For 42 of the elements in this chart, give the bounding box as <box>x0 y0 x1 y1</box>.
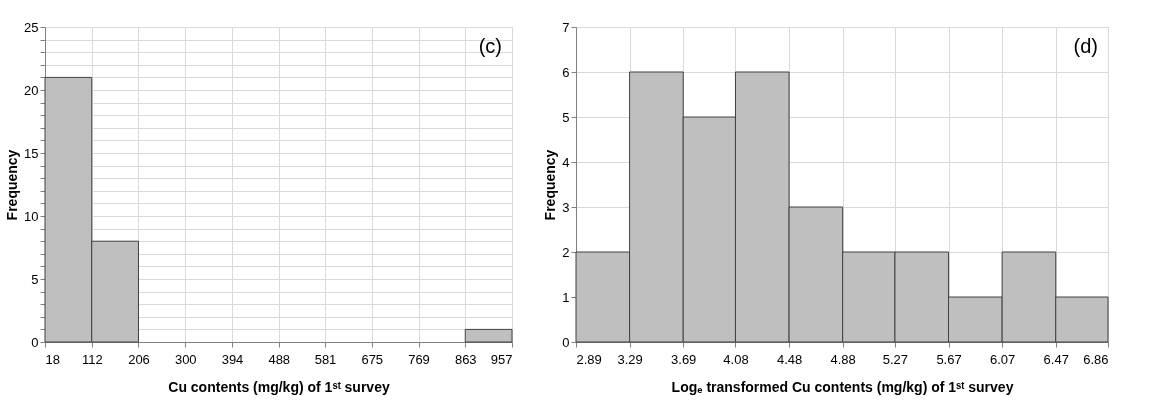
y-tick-label: 20 <box>24 82 39 98</box>
x-tick-label: 18 <box>45 351 60 367</box>
y-tick-label: 0 <box>31 334 39 350</box>
x-tick-label: 6.47 <box>1043 351 1069 367</box>
y-tick-label: 6 <box>562 64 570 80</box>
x-tick-label: 863 <box>454 351 477 367</box>
x-tick-label: 3.29 <box>617 351 643 367</box>
y-tick-label: 1 <box>562 289 570 305</box>
annotation: (d) <box>1073 35 1098 57</box>
annotation: (c) <box>478 35 502 57</box>
y-tick-label: 10 <box>24 208 39 224</box>
x-tick-label: 6.86 <box>1083 351 1109 367</box>
y-tick-label: 4 <box>562 154 570 170</box>
x-tick-label: 957 <box>490 351 513 367</box>
y-tick-label: 5 <box>31 271 39 287</box>
x-tick-label: 3.69 <box>671 351 697 367</box>
y-axis-title: Frequency <box>4 149 21 221</box>
y-tick-label: 5 <box>562 109 570 125</box>
x-tick-label: 4.08 <box>723 351 749 367</box>
x-axis-title: Logₑ transformed Cu contents (mg/kg) of 1ˢᵗ survey <box>671 378 1014 395</box>
y-tick-label: 0 <box>562 334 570 350</box>
x-tick-label: 488 <box>268 351 291 367</box>
x-tick-label: 769 <box>408 351 430 367</box>
y-tick-label: 3 <box>562 199 570 215</box>
x-tick-label: 4.48 <box>776 351 803 367</box>
x-tick-label: 581 <box>314 351 337 367</box>
y-tick-label: 25 <box>24 19 39 35</box>
x-tick-label: 6.07 <box>989 351 1016 367</box>
y-axis-title: Frequency <box>542 149 559 221</box>
x-tick-label: 112 <box>81 351 103 367</box>
x-tick-label: 4.88 <box>830 351 856 367</box>
x-axis-title: Cu contents (mg/kg) of 1ˢᵗ survey <box>168 378 390 395</box>
y-tick-label: 7 <box>562 19 570 35</box>
x-tick-label: 206 <box>128 351 150 367</box>
x-tick-label: 5.27 <box>882 351 909 367</box>
y-tick-label: 2 <box>562 244 570 260</box>
x-tick-label: 300 <box>174 351 197 367</box>
x-tick-label: 5.67 <box>936 351 962 367</box>
y-tick-label: 15 <box>24 145 39 161</box>
x-tick-label: 675 <box>361 351 384 367</box>
x-tick-label: 2.89 <box>576 351 602 367</box>
x-tick-label: 394 <box>221 351 244 367</box>
